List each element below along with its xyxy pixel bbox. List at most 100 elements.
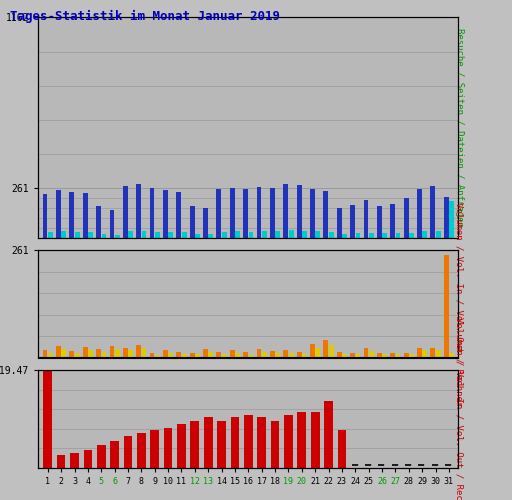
Bar [329, 232, 334, 237]
Bar [83, 450, 92, 468]
Bar [208, 234, 214, 238]
Bar [449, 200, 454, 237]
Bar [350, 206, 355, 238]
Bar [436, 350, 441, 358]
Bar [324, 400, 333, 468]
Bar [48, 352, 53, 358]
Bar [355, 234, 360, 237]
Bar [369, 351, 374, 358]
Bar [182, 354, 186, 358]
Bar [275, 232, 280, 237]
Bar [115, 235, 120, 238]
Bar [136, 184, 141, 238]
Bar [168, 352, 173, 358]
Bar [96, 206, 101, 238]
Bar [44, 370, 52, 468]
Bar [310, 189, 315, 238]
Bar [444, 254, 449, 358]
Bar [96, 350, 101, 358]
Bar [88, 232, 93, 237]
Bar [123, 436, 132, 468]
Bar [431, 348, 435, 358]
Bar [57, 456, 66, 468]
Bar [364, 200, 369, 237]
Bar [163, 190, 168, 238]
Bar [204, 417, 212, 468]
Bar [101, 352, 106, 358]
Bar [168, 232, 173, 237]
Bar [75, 353, 79, 358]
Y-axis label: Volumen / Vol. In / Vol. Out / Rechner: Volumen / Vol. In / Vol. Out / Rechner [455, 202, 464, 406]
Bar [75, 232, 79, 237]
Bar [235, 352, 240, 358]
Bar [56, 190, 61, 238]
Bar [297, 352, 302, 358]
Bar [342, 354, 347, 358]
Bar [244, 416, 252, 468]
Bar [249, 354, 253, 358]
Bar [151, 430, 159, 468]
Bar [436, 231, 441, 237]
Bar [422, 232, 427, 237]
Bar [289, 352, 293, 358]
Bar [230, 350, 234, 358]
Bar [190, 421, 199, 468]
Bar [195, 354, 200, 358]
Bar [329, 345, 334, 358]
Bar [396, 354, 400, 358]
Bar [61, 232, 66, 237]
Bar [297, 412, 306, 468]
Bar [355, 354, 360, 358]
Bar [177, 192, 181, 238]
Bar [136, 345, 141, 358]
Bar [83, 193, 88, 238]
Bar [315, 232, 320, 237]
Bar [270, 351, 275, 358]
Bar [235, 232, 240, 237]
Bar [350, 352, 355, 358]
Bar [422, 350, 427, 358]
Bar [409, 232, 414, 237]
Bar [203, 208, 208, 238]
Bar [150, 188, 155, 238]
Bar [337, 430, 346, 468]
Bar [190, 206, 195, 238]
Bar [203, 350, 208, 358]
Bar [110, 440, 119, 468]
Bar [396, 233, 400, 237]
Bar [417, 189, 422, 238]
Bar [217, 421, 226, 468]
Bar [42, 350, 48, 358]
Bar [217, 189, 221, 238]
Bar [449, 352, 454, 358]
Bar [289, 230, 293, 237]
Bar [262, 352, 267, 358]
Bar [297, 186, 302, 238]
Bar [115, 350, 120, 358]
Bar [48, 232, 53, 237]
Bar [271, 421, 280, 468]
Bar [101, 234, 106, 237]
Bar [283, 350, 288, 358]
Bar [310, 344, 315, 358]
Bar [275, 353, 280, 358]
Bar [270, 188, 275, 238]
Bar [257, 350, 262, 358]
Bar [302, 230, 307, 237]
Bar [222, 232, 227, 237]
Bar [390, 352, 395, 358]
Bar [88, 350, 93, 358]
Bar [337, 208, 342, 238]
Bar [417, 348, 422, 358]
Y-axis label: Besuche / Seiten / Dateien / Anfragen: Besuche / Seiten / Dateien / Anfragen [455, 28, 464, 227]
Bar [369, 232, 374, 237]
Bar [337, 352, 342, 358]
Bar [190, 352, 195, 358]
Bar [177, 424, 186, 468]
Bar [70, 453, 79, 468]
Bar [258, 417, 266, 468]
Bar [61, 350, 66, 358]
Bar [403, 352, 409, 358]
Bar [364, 348, 369, 358]
Bar [324, 191, 328, 238]
